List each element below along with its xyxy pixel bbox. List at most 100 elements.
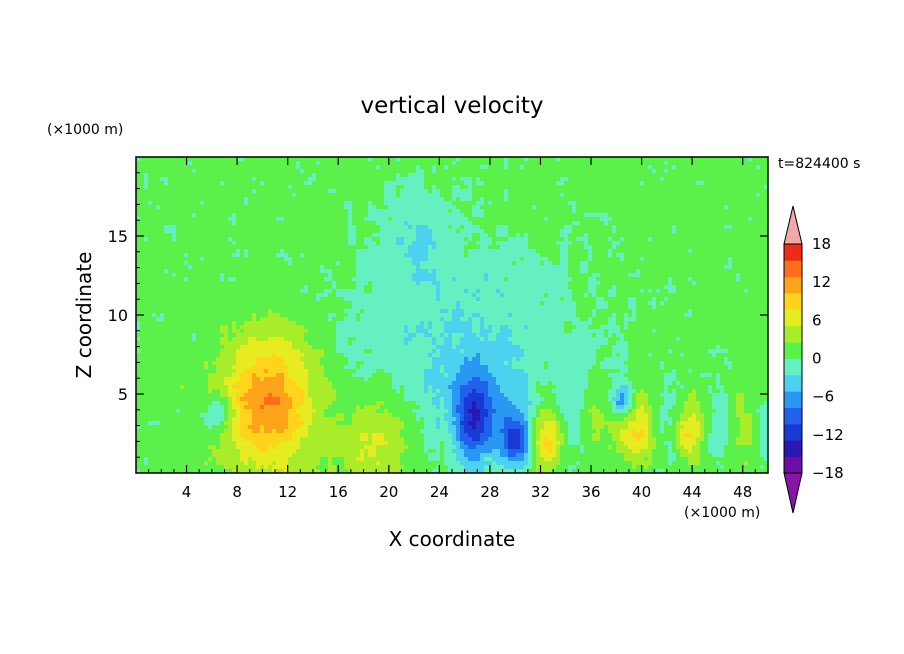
field-cell (688, 309, 693, 314)
field-cell (400, 193, 441, 198)
field-cell (524, 417, 529, 422)
field-cell (136, 393, 221, 398)
field-cell (240, 457, 249, 462)
field-cell (628, 369, 673, 374)
field-cell (400, 461, 445, 466)
field-cell (540, 413, 557, 418)
field-cell (136, 285, 305, 290)
field-cell (460, 425, 465, 430)
field-cell (436, 273, 485, 278)
field-cell (580, 441, 617, 446)
field-cell (344, 457, 357, 462)
field-cell (668, 413, 681, 418)
field-cell (444, 457, 457, 462)
field-cell (228, 389, 241, 394)
field-cell (496, 229, 509, 234)
field-cell (136, 341, 221, 346)
field-cell (328, 465, 337, 470)
field-cell (496, 241, 529, 246)
colorbar-swatch (784, 244, 802, 261)
field-cell (368, 449, 377, 454)
field-cell (424, 325, 429, 330)
field-cell (548, 449, 553, 454)
field-cell (492, 457, 509, 462)
field-cell (308, 177, 317, 182)
field-cell (348, 237, 357, 242)
field-cell (260, 181, 265, 186)
field-cell (540, 261, 545, 266)
field-cell (136, 453, 213, 458)
field-cell (484, 417, 493, 422)
field-cell (348, 233, 357, 238)
field-cell (632, 385, 665, 390)
field-cell (140, 337, 193, 342)
field-cell (432, 469, 441, 473)
field-cell (608, 397, 613, 402)
field-cell (452, 433, 457, 438)
field-cell (136, 425, 141, 430)
field-cell (424, 445, 441, 450)
field-cell (420, 321, 425, 326)
field-cell (160, 313, 165, 318)
field-cell (376, 401, 385, 406)
field-cell (240, 421, 253, 426)
field-cell (480, 337, 485, 342)
field-cell (700, 461, 717, 466)
field-cell (512, 261, 517, 266)
field-cell (252, 373, 257, 378)
field-cell (352, 221, 377, 226)
field-cell (552, 381, 589, 386)
field-cell (232, 425, 241, 430)
field-cell (472, 293, 477, 298)
field-cell (336, 293, 437, 298)
field-cell (384, 197, 445, 202)
field-cell (416, 265, 421, 270)
field-cell (632, 429, 637, 434)
field-cell (136, 309, 269, 314)
field-cell (352, 373, 373, 378)
field-cell (752, 157, 768, 162)
field-cell (664, 421, 669, 426)
field-cell (652, 453, 669, 458)
field-cell (532, 205, 537, 210)
field-cell (492, 461, 497, 466)
field-cell (512, 417, 525, 422)
field-cell (344, 461, 377, 466)
field-cell (444, 321, 473, 326)
field-cell (148, 457, 209, 462)
field-cell (584, 445, 609, 450)
field-cell (316, 409, 325, 414)
field-cell (636, 309, 689, 314)
field-cell (668, 161, 768, 166)
field-cell (760, 445, 768, 450)
field-cell (320, 457, 329, 462)
field-cell (136, 441, 221, 446)
field-cell (608, 305, 629, 310)
field-cell (368, 209, 449, 214)
field-cell (464, 225, 481, 230)
field-cell (616, 313, 625, 318)
field-cell (652, 413, 661, 418)
field-cell (336, 313, 349, 318)
field-cell (584, 401, 613, 406)
field-cell (616, 353, 621, 358)
field-cell (460, 229, 485, 234)
field-cell (616, 389, 629, 394)
field-cell (488, 381, 497, 386)
field-cell (612, 349, 629, 354)
field-cell (184, 261, 189, 266)
field-cell (408, 333, 417, 338)
field-cell (232, 429, 241, 434)
field-cell (640, 273, 737, 278)
field-cell (580, 417, 593, 422)
field-cell (480, 417, 485, 422)
field-cell (308, 393, 337, 398)
field-cell (368, 437, 373, 442)
field-cell (620, 353, 629, 358)
field-cell (588, 293, 593, 298)
field-cell (324, 265, 357, 270)
field-cell (576, 465, 633, 470)
field-cell (520, 429, 525, 434)
field-cell (456, 373, 493, 378)
field-cell (644, 465, 649, 470)
